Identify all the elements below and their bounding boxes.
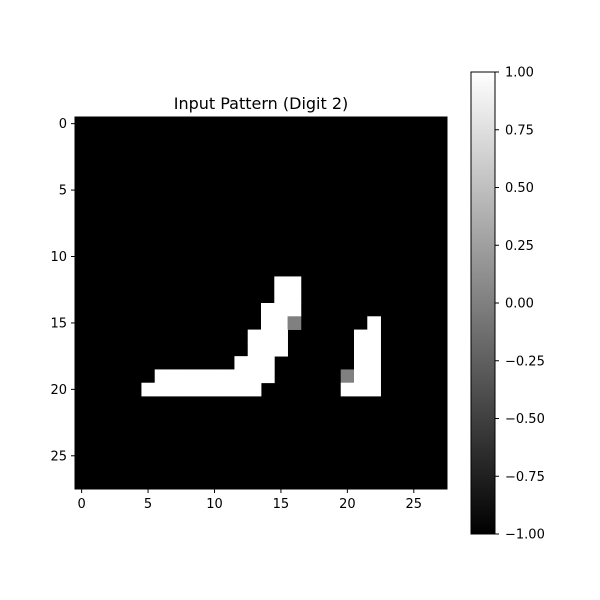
heatmap-cell [194, 369, 209, 384]
y-tick-label: 5 [59, 184, 67, 199]
colorbar-tick-label: −0.50 [505, 412, 545, 427]
heatmap-cell [234, 369, 249, 384]
heatmap-cell [181, 369, 195, 384]
heatmap-frame [74, 116, 448, 490]
heatmap-cell [367, 356, 381, 370]
colorbar-tick-label: 0.50 [505, 181, 534, 196]
colorbar-tick-label: 0.25 [505, 239, 534, 254]
heatmap-cell [247, 382, 262, 397]
x-tick-label: 0 [78, 497, 86, 512]
heatmap-cells [75, 117, 447, 489]
x-tick-label: 15 [273, 497, 290, 512]
heatmap-cell [221, 382, 235, 397]
x-tick-label: 5 [144, 497, 152, 512]
heatmap-cell [340, 382, 355, 397]
heatmap-cell [207, 369, 222, 384]
colorbar-tick-label: 0.75 [505, 123, 534, 138]
heatmap-cell [207, 382, 222, 397]
heatmap-cell [354, 356, 368, 370]
colorbar-tick-label: 1.00 [505, 66, 534, 81]
x-tick-label: 10 [206, 497, 223, 512]
heatmap-cell [154, 369, 169, 384]
heatmap-cell [181, 382, 195, 397]
y-tick-label: 20 [50, 383, 67, 398]
heatmap-cell [261, 303, 275, 317]
heatmap-cell [234, 382, 249, 397]
colorbar-tick-label: −0.25 [505, 354, 545, 369]
heatmap-cell [367, 382, 381, 397]
colorbar-tick-label: −1.00 [505, 528, 545, 543]
y-tick-label: 15 [50, 316, 67, 331]
heatmap-cell [367, 342, 381, 357]
heatmap-cell [261, 316, 275, 330]
heatmap-cell [274, 276, 288, 291]
heatmap-cell [367, 316, 381, 330]
y-tick-label: 0 [59, 117, 67, 132]
y-tick-label: 25 [50, 449, 67, 464]
heatmap-cell [274, 329, 288, 344]
heatmap-cell [247, 342, 262, 357]
heatmap-cell [168, 369, 182, 384]
chart-title: Input Pattern (Digit 2) [174, 94, 349, 113]
y-tick-label: 10 [50, 250, 67, 265]
heatmap-cell [287, 276, 302, 291]
heatmap-cell [168, 382, 182, 397]
heatmap-cell [354, 369, 368, 384]
x-tick-label: 20 [339, 497, 356, 512]
heatmap-cell [154, 382, 169, 397]
heatmap-cell [274, 289, 288, 304]
heatmap-cell [221, 369, 235, 384]
heatmap-cell [287, 316, 302, 330]
heatmap-cell [261, 369, 275, 384]
y-axis: 0 5 10 15 20 25 [50, 117, 75, 464]
heatmap-cell [261, 342, 275, 357]
x-axis: 0 5 10 15 20 25 [78, 489, 423, 512]
heatmap-cell [354, 329, 368, 344]
heatmap-cell [247, 329, 262, 344]
heatmap-cell [274, 316, 288, 330]
colorbar-tick-label: 0.00 [505, 297, 534, 312]
heatmap-cell [340, 369, 355, 384]
heatmap-cell [247, 369, 262, 384]
heatmap-cell [287, 303, 302, 317]
colorbar [470, 71, 496, 535]
colorbar-axis: −1.00 −0.75 −0.50 −0.25 0.00 0.25 0.50 0.75 1.00 [495, 66, 545, 543]
heatmap-cell [194, 382, 209, 397]
heatmap-cell [354, 382, 368, 397]
heatmap-cell [367, 329, 381, 344]
heatmap-cell [141, 382, 156, 397]
heatmap-cell [274, 303, 288, 317]
x-tick-label: 25 [406, 497, 423, 512]
heatmap-cell [354, 342, 368, 357]
heatmap-cell [287, 289, 302, 304]
heatmap-cell [274, 342, 288, 357]
heatmap-cell [247, 356, 262, 370]
heatmap-cell [261, 356, 275, 370]
heatmap-cell [261, 329, 275, 344]
heatmap-cell [234, 356, 249, 370]
colorbar-tick-label: −0.75 [505, 470, 545, 485]
heatmap-cell [367, 369, 381, 384]
